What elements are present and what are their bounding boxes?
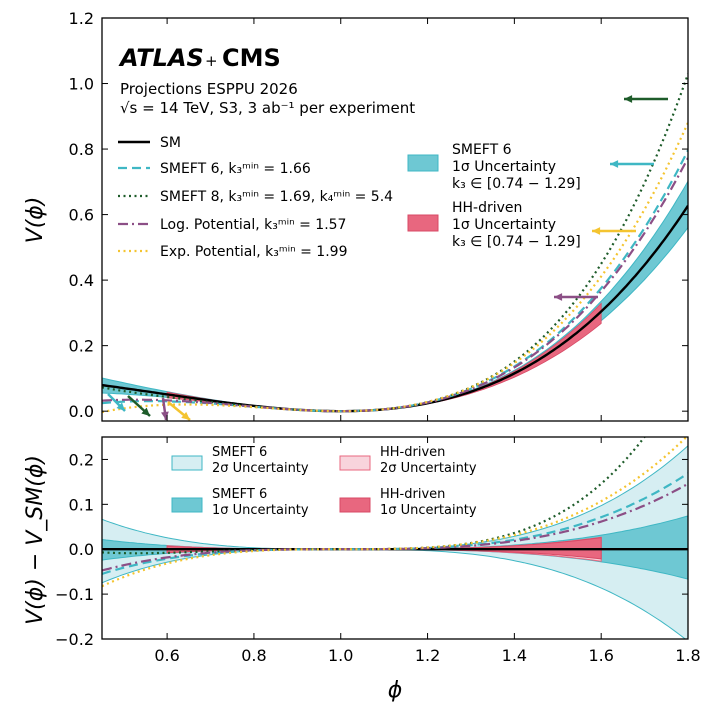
legend-swatch-hh_1s (339, 497, 371, 513)
ytick-bottom-label: 0.0 (69, 540, 94, 559)
xtick-label: 0.6 (154, 646, 179, 665)
ytick-top-label: 1.0 (69, 75, 94, 94)
ytick-bottom-label: 0.1 (69, 495, 94, 514)
legend-swatch-smeft6-band (407, 154, 439, 172)
ytick-top-label: 0.4 (69, 271, 94, 290)
legend-label-hh_2s: 2σ Uncertainty (380, 461, 477, 476)
arrow-smeft8-right-head (624, 95, 633, 103)
legend-label-smeft6_1s: SMEFT 6 (212, 487, 267, 502)
legend-label-log: Log. Potential, k₃ᵐⁱⁿ = 1.57 (160, 217, 346, 233)
ytick-top-label: 1.2 (69, 9, 94, 28)
exp-diff-curve (102, 437, 688, 588)
legend-label-sm: SM (160, 135, 181, 151)
exp-curve (102, 122, 688, 414)
atlas-logo: ATLAS (118, 44, 204, 72)
legend-label-hh_1s: HH-driven (380, 487, 445, 502)
legend-smeft6-band-line: k₃ ∈ [0.74 − 1.29] (452, 176, 581, 192)
xtick-label: 1.4 (502, 646, 527, 665)
legend-label-hh_1s: 1σ Uncertainty (380, 503, 477, 518)
legend-hh-band-line: k₃ ∈ [0.74 − 1.29] (452, 234, 581, 250)
bottom-plot-content (102, 437, 688, 639)
arrow-smeft8-left-head (141, 407, 150, 416)
y-axis-label-bottom: V(ϕ) − V_SM(ϕ) (23, 455, 48, 625)
top-panel: 0.0 0.2 0.4 0.6 0.8 1.0 1.2 SM SMEFT 6, k₃ᵐⁱⁿ = … (69, 9, 689, 422)
arrow-log-left-head (161, 411, 169, 420)
arrow-exp-left-head (181, 411, 190, 420)
top-frame (101, 17, 689, 422)
ytick-top-label: 0.0 (69, 402, 94, 421)
cms-logo: CMS (222, 44, 281, 72)
ytick-top-label: 0.8 (69, 140, 94, 159)
logo-plus: + (205, 52, 218, 70)
ytick-bottom-label: 0.2 (69, 450, 94, 469)
legend-hh-band-line: 1σ Uncertainty (452, 217, 556, 233)
ytick-top-label: 0.6 (69, 206, 94, 225)
ytick-bottom-label: −0.2 (55, 630, 94, 649)
legend-label-smeft6_2s: SMEFT 6 (212, 445, 267, 460)
legend-label-exp: Exp. Potential, k₃ᵐⁱⁿ = 1.99 (160, 244, 347, 260)
smeft6-curve (102, 149, 688, 413)
arrow-exp-right-head (592, 227, 601, 235)
bottom-frame (101, 436, 689, 640)
x-axis-label: ϕ (388, 678, 403, 703)
legend-label-smeft6: SMEFT 6, k₃ᵐⁱⁿ = 1.66 (160, 161, 311, 177)
legend-swatch-hh-band (407, 214, 439, 232)
legend-smeft6-band-line: 1σ Uncertainty (452, 159, 556, 175)
legend-label-hh_2s: HH-driven (380, 445, 445, 460)
arrow-smeft6-left-head (116, 402, 125, 411)
legend-label-smeft6_2s: 2σ Uncertainty (212, 461, 309, 476)
sm-curve (102, 205, 688, 413)
ytick-bottom-label: −0.1 (55, 585, 94, 604)
xtick-label: 1.8 (675, 646, 700, 665)
xtick-label: 1.0 (328, 646, 353, 665)
legend-label-smeft8: SMEFT 8, k₃ᵐⁱⁿ = 1.69, k₄ᵐⁱⁿ = 5.4 (160, 189, 393, 205)
legend-label-smeft6_1s: 1σ Uncertainty (212, 503, 309, 518)
xtick-label: 1.2 (415, 646, 440, 665)
y-axis-label-top: V(ϕ) (23, 197, 48, 244)
plot-area-top (102, 18, 688, 421)
log-curve (102, 157, 688, 413)
legend-swatch-smeft6_1s (171, 497, 203, 513)
legend-hh-band-line: HH-driven (452, 200, 522, 216)
ytick-top-label: 0.2 (69, 337, 94, 356)
legend-swatch-hh_2s (339, 455, 371, 471)
projection-title: Projections ESPPU 2026 (120, 80, 298, 98)
bottom-panel: −0.2 −0.1 0.0 0.1 0.2 0.6 0.8 1.0 1.2 1.4 1.6 1.8 SM… (55, 436, 701, 665)
energy-luminosity: √s = 14 TeV, S3, 3 ab⁻¹ per experiment (120, 99, 415, 117)
legend-swatch-smeft6_2s (171, 455, 203, 471)
top-plot-content (102, 73, 688, 421)
arrow-smeft6-right-head (610, 160, 619, 168)
arrow-log-right-head (554, 293, 563, 301)
xtick-label: 0.8 (241, 646, 266, 665)
xtick-label: 1.6 (588, 646, 613, 665)
legend-smeft6-band-line: SMEFT 6 (452, 142, 512, 158)
